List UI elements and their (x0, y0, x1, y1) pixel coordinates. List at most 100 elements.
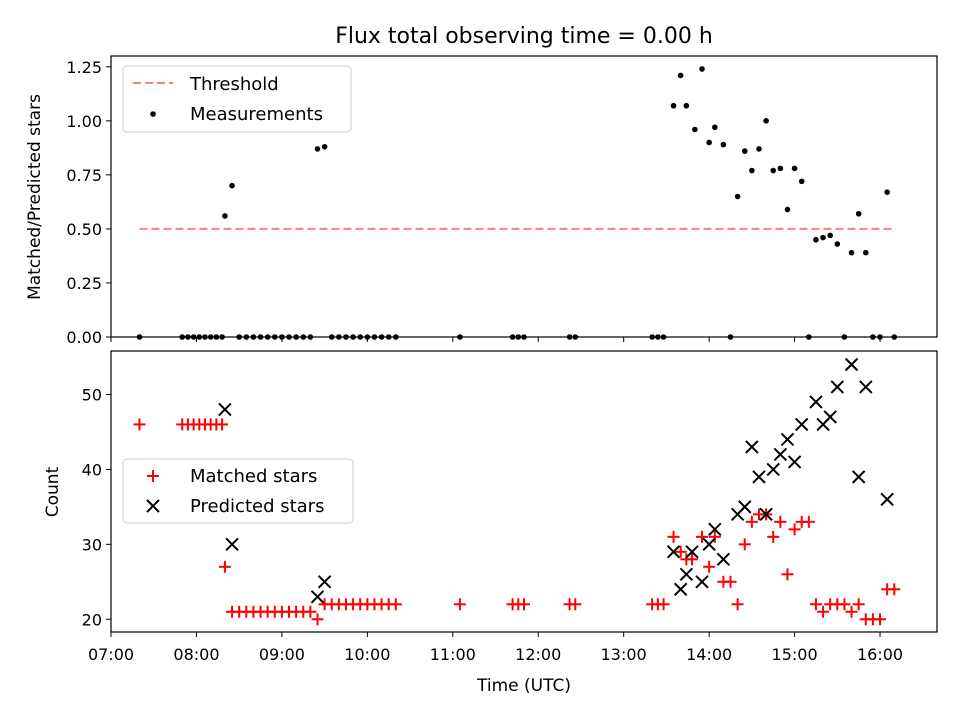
measurements-point (670, 102, 677, 109)
top-x-ticks (110, 337, 881, 342)
top-plot-frame (110, 55, 938, 338)
predicted-stars-point (759, 507, 773, 522)
predicted-stars-point (673, 582, 688, 596)
bottom-x-tick-label: 15:00 (772, 645, 818, 664)
bottom-panel: 20 30 40 50 07:00 08:00 09:00 10:00 11:00 12:00 1… (43, 350, 938, 696)
measurements-point (699, 66, 705, 72)
bottom-y-axis-label: Count (43, 466, 63, 517)
predicted-stars-point (752, 470, 766, 484)
matched-stars-point (852, 598, 865, 611)
matched-stars-point (745, 515, 758, 528)
matched-stars-point (667, 530, 680, 543)
measurements-point (855, 210, 862, 217)
top-legend-box (122, 65, 352, 133)
predicted-stars-point (823, 410, 837, 424)
predicted-stars-point (716, 552, 731, 567)
measurements-point (827, 232, 833, 239)
measurements-point (784, 206, 791, 213)
matched-legend-swatch (147, 470, 159, 482)
bottom-x-tick-label: 11:00 (430, 645, 476, 664)
top-y-axis-label: Matched/Predicted stars (25, 94, 45, 300)
matched-stars-point (788, 523, 801, 536)
measurements-point (791, 165, 798, 172)
predicted-stars-point (880, 492, 894, 507)
measurements-point (848, 249, 855, 256)
matched-stars-point (731, 598, 744, 611)
predicted-stars-point (794, 417, 809, 432)
measurements-point (777, 165, 784, 172)
top-y-tick-label: 0.00 (66, 328, 102, 347)
matched-stars-point (133, 418, 146, 431)
bottom-x-tick-label: 12:00 (515, 645, 561, 664)
measurements-point (741, 148, 748, 154)
bottom-legend-box (122, 458, 354, 524)
predicted-stars-point (809, 395, 823, 409)
matched-stars-point (802, 515, 815, 528)
bottom-y-tick-label: 20 (82, 610, 102, 629)
predicted-stars-point (685, 545, 699, 559)
predicted-stars-point (830, 380, 845, 394)
matched-stars-point (817, 605, 830, 618)
matched-stars-point (657, 598, 670, 611)
predicted-stars-point (773, 447, 788, 462)
measurements-point (683, 102, 690, 109)
bottom-x-tick-label: 14:00 (686, 645, 732, 664)
measurements-point (677, 72, 684, 79)
predicted-stars-point (844, 357, 859, 372)
predicted-legend-label: Predicted stars (190, 496, 324, 517)
predicted-stars-point (766, 462, 780, 477)
matched-stars-point (453, 598, 466, 611)
measurements-point (229, 182, 235, 189)
bottom-y-tick-label: 30 (82, 535, 102, 554)
measurements-point (770, 167, 777, 174)
chart-title: Flux total observing time = 0.00 h (335, 24, 713, 49)
matched-stars-point (738, 538, 751, 551)
measurements-point (692, 126, 698, 133)
matched-stars-point (304, 605, 317, 618)
measurements-point (820, 234, 826, 241)
measurements-point (321, 143, 328, 150)
bottom-y-tick-label: 50 (82, 385, 102, 404)
matched-stars-point (216, 418, 229, 431)
measurements-point (314, 146, 321, 152)
measurements-point (834, 241, 841, 247)
bottom-plot-marks (133, 357, 901, 626)
measurements-point (798, 178, 805, 185)
matched-stars-point (703, 560, 716, 573)
predicted-stars-point (310, 590, 325, 604)
matched-stars-point (724, 575, 737, 588)
matched-stars-point (809, 598, 822, 611)
measurements-point (756, 146, 762, 152)
matched-stars-point (311, 613, 324, 626)
top-legend: Threshold Measurements (122, 65, 352, 133)
predicted-stars-point (218, 402, 232, 417)
bottom-plot-frame (110, 350, 938, 633)
measurements-point (749, 167, 755, 174)
measurements-legend-swatch (150, 111, 156, 117)
measurements-point (884, 189, 890, 195)
top-y-tick-label: 1.25 (66, 58, 102, 77)
matched-legend-label: Matched stars (190, 466, 317, 487)
matched-stars-point (708, 530, 721, 543)
predicted-stars-point (702, 537, 716, 552)
top-y-tick-label: 0.50 (66, 220, 102, 239)
predicted-stars-point (695, 575, 709, 589)
measurements-legend-label: Measurements (190, 104, 323, 125)
matched-stars-point (569, 598, 582, 611)
matched-stars-point (838, 598, 851, 611)
matched-stars-point (518, 598, 530, 611)
top-y-tick-label: 0.25 (66, 274, 102, 293)
measurements-point (720, 141, 727, 148)
predicted-stars-point (708, 522, 722, 537)
top-y-tick-label: 1.00 (66, 112, 102, 131)
measurements-point (763, 118, 769, 124)
bottom-x-tick-label: 07:00 (88, 645, 134, 664)
predicted-stars-point (780, 432, 795, 447)
bottom-x-axis-label: Time (UTC) (476, 676, 571, 696)
bottom-x-tick-label: 10:00 (344, 645, 390, 664)
predicted-stars-point (851, 470, 866, 484)
matched-stars-point (888, 583, 901, 596)
threshold-legend-label: Threshold (189, 74, 279, 95)
matched-stars-point (218, 560, 231, 573)
